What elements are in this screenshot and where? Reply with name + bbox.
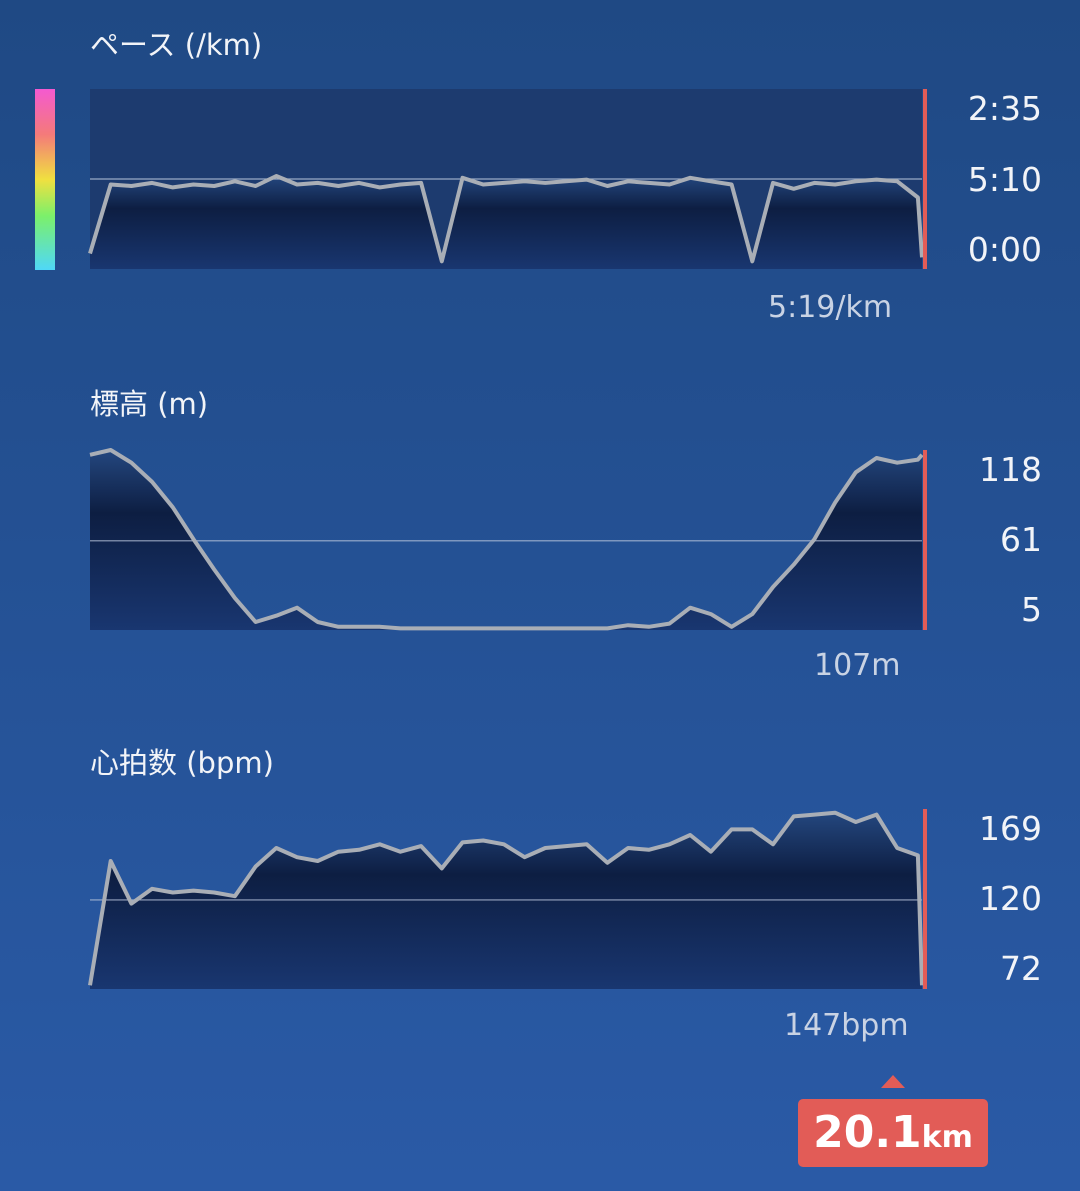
elevation-data-line (89, 448, 924, 631)
heart-rate-data-line (88, 810, 924, 986)
elevation-chart-title: 標高 (m) (90, 387, 209, 421)
distance-value: 20.1 (813, 1107, 922, 1158)
distance-marker-badge[interactable]: 20.1km (798, 1075, 988, 1167)
elevation-area-fill (90, 450, 922, 630)
heart-rate-tick-bottom: 72 (1000, 949, 1042, 988)
pace-area-fill (90, 176, 922, 269)
elevation-tick-bottom: 5 (1021, 590, 1042, 629)
pace-chart-title: ペース (/km) (90, 28, 263, 62)
heart-rate-tick-mid: 120 (979, 879, 1042, 918)
elevation-summary: 107m (814, 648, 901, 683)
pace-colorbar (35, 89, 55, 270)
pace-tick-bottom: 0:00 (967, 230, 1042, 269)
elevation-tick-mid: 61 (1000, 520, 1042, 559)
heart-rate-chart-title: 心拍数 (bpm) (90, 746, 274, 780)
pace-tick-mid: 5:10 (967, 160, 1042, 199)
heart-rate-summary: 147bpm (784, 1008, 909, 1043)
elevation-tick-top: 118 (979, 450, 1042, 489)
pace-tick-top: 2:35 (967, 89, 1042, 128)
heart-rate-tick-top: 169 (979, 809, 1042, 848)
heart-rate-area-fill (90, 812, 922, 989)
pace-summary: 5:19/km (768, 290, 893, 325)
pace-data-line (88, 174, 924, 264)
distance-unit: km (921, 1120, 973, 1155)
